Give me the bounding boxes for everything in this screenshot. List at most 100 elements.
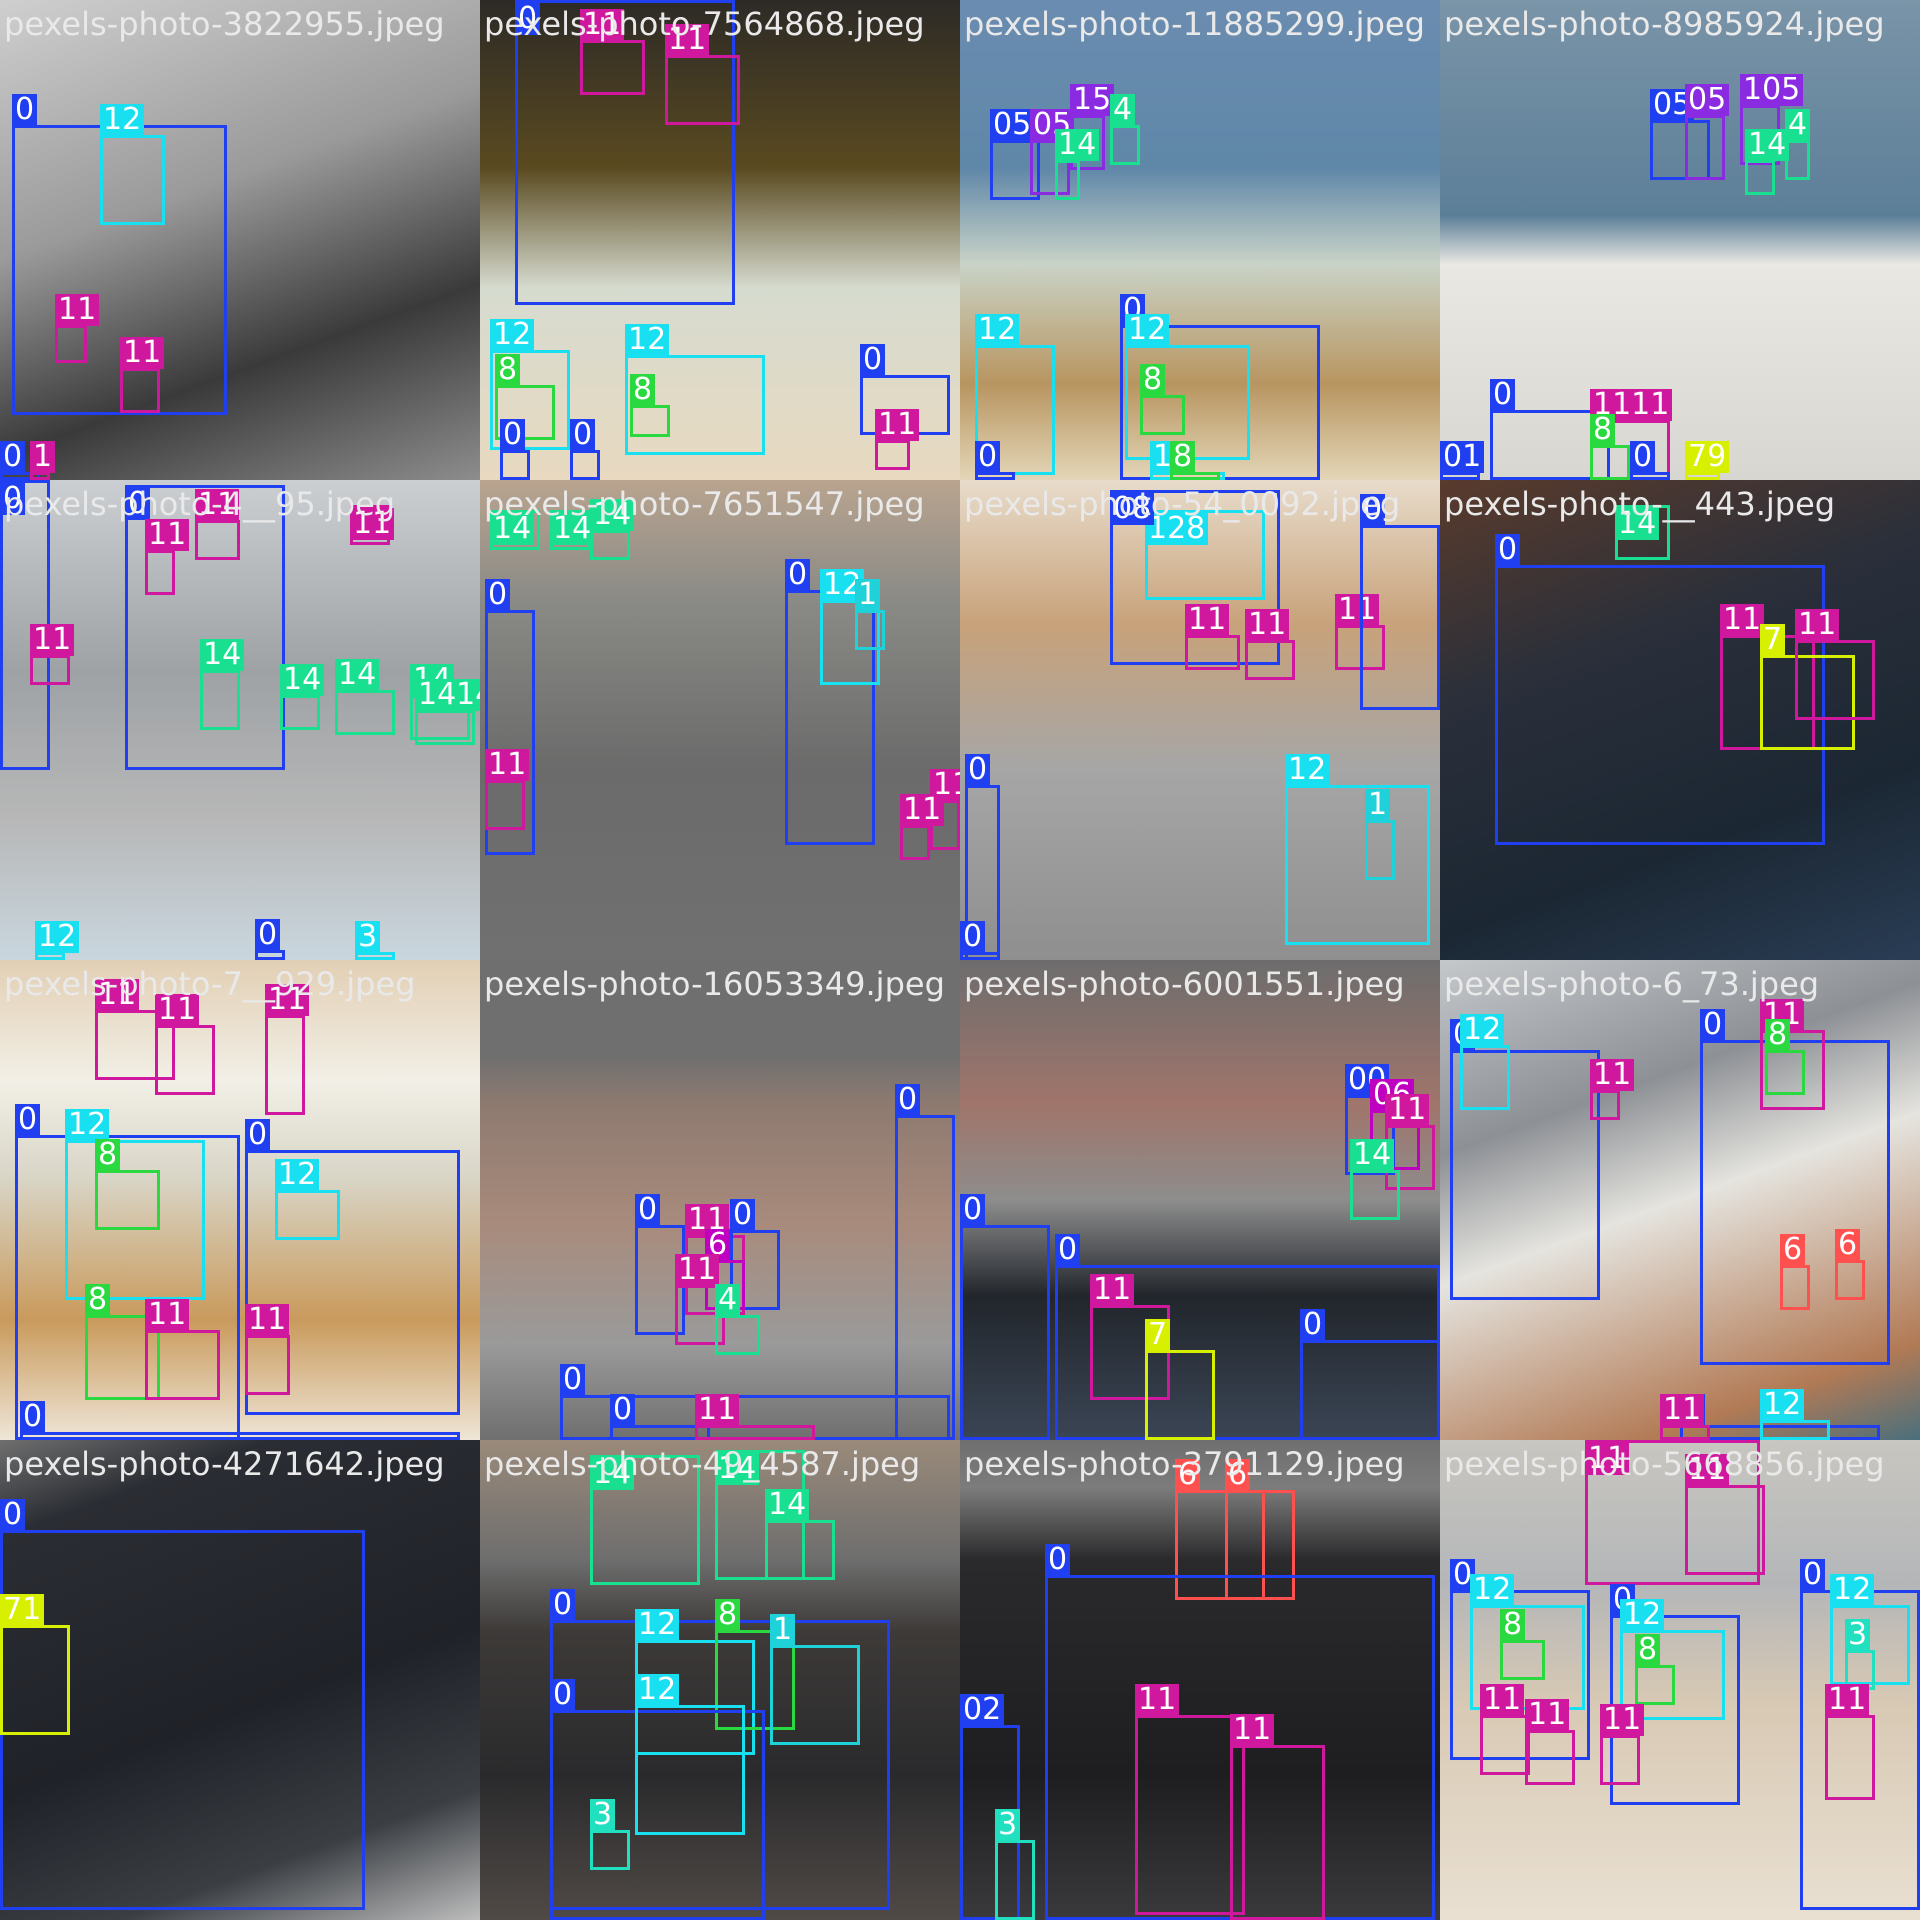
detection-label: 7 <box>1145 1319 1171 1351</box>
detection-box: 8 <box>630 374 670 437</box>
detection-label: 0 <box>965 754 991 786</box>
detection-box: 12 <box>1125 314 1250 460</box>
detection-label: 0 <box>730 1199 756 1231</box>
detection-box: 71 <box>0 1594 70 1735</box>
detection-label: 11 <box>245 1304 290 1336</box>
detection-label: 14 <box>590 499 635 531</box>
tile-filename: pexels-photo-4__95.jpeg <box>4 485 396 523</box>
detection-box: 11 <box>1480 1684 1530 1775</box>
detection-box: 12 <box>820 569 880 685</box>
detection-box: 11 <box>30 624 75 685</box>
detection-label: 12 <box>635 1609 680 1641</box>
tile-filename: pexels-photo-4271642.jpeg <box>4 1445 445 1483</box>
detection-box: 0 <box>1360 494 1440 710</box>
detection-label: 05 <box>990 109 1035 141</box>
detection-label: 11 <box>1385 1094 1430 1126</box>
detection-box: 14 <box>200 639 245 730</box>
detection-box: 0 <box>20 1401 460 1440</box>
detection-label: 1 <box>770 1614 796 1646</box>
detection-label: 11 <box>1825 1684 1870 1716</box>
detection-label: 11 <box>665 24 710 56</box>
detection-label: 11 <box>265 984 310 1016</box>
detection-label: 0 <box>0 483 26 515</box>
detection-label: 14 <box>1745 129 1790 161</box>
detection-label: 0 <box>895 1084 921 1116</box>
tile-photo <box>480 0 960 480</box>
detection-box: 0 <box>500 419 530 480</box>
mosaic-tile: pexels-photo-__443.jpeg 14 0 11 7 11 <box>1440 480 1920 960</box>
detection-label: 0 <box>1300 1309 1326 1341</box>
detection-box: 7 <box>1145 1319 1215 1440</box>
detection-label: 0 <box>860 344 886 376</box>
detection-box: 11 <box>1185 604 1240 670</box>
detection-label: 0 <box>550 1679 576 1711</box>
detection-label: 11 <box>1185 604 1230 636</box>
detection-box: 0 <box>0 441 40 480</box>
detection-box: 8 <box>1500 1609 1545 1680</box>
detection-label: 14 <box>765 1489 810 1521</box>
detection-label: 12 <box>635 1674 680 1706</box>
detection-label: 11 <box>580 9 625 41</box>
detection-label: 11 <box>195 489 240 521</box>
detection-label: 0 <box>515 3 541 35</box>
detection-label: 0 <box>255 919 281 951</box>
detection-label: 0 <box>1800 1559 1826 1591</box>
detection-label: 12 <box>100 104 145 136</box>
detection-box: 11 <box>1335 594 1385 670</box>
tile-photo <box>960 1440 1440 1920</box>
detection-box: 0 <box>895 1084 955 1440</box>
detection-label: 11 <box>1525 1699 1570 1731</box>
detection-label: 14 <box>550 513 595 545</box>
detection-box: 6 <box>1780 1234 1810 1310</box>
detection-box: 12 <box>275 1159 340 1240</box>
detection-label: 4 <box>1785 109 1811 141</box>
detection-label: 11 <box>1720 604 1765 636</box>
tile-photo <box>480 480 960 960</box>
detection-box: 14 <box>590 499 635 560</box>
detection-box: 11 <box>350 505 395 545</box>
detection-label: 11 <box>695 1394 740 1426</box>
detection-label: 12 <box>975 314 1020 346</box>
detection-box: 12 <box>35 921 80 960</box>
detection-box: 0 <box>245 1119 460 1415</box>
detection-label: 11 <box>485 749 530 781</box>
detection-label: 6 <box>1780 1234 1806 1266</box>
detection-box: 11 <box>1795 609 1875 720</box>
detection-label: 11 <box>1600 1704 1645 1736</box>
detection-box: 4 <box>715 1284 760 1355</box>
detection-label: 11 <box>350 508 395 540</box>
detection-box: 11 <box>120 337 165 413</box>
detection-label: 11 <box>1135 1684 1180 1716</box>
detection-box: 0 <box>1450 1559 1590 1760</box>
detection-label: 8 <box>495 354 521 386</box>
detection-label: 128 <box>1145 513 1209 545</box>
detection-box: 0 <box>515 0 735 305</box>
detection-box: 15 <box>1070 84 1115 170</box>
mosaic-tile: pexels-photo-8985924.jpeg 05 05 105 14 4 0 1111… <box>1440 0 1920 480</box>
detection-label: 0 <box>20 1401 46 1433</box>
detection-box: 0 <box>730 1199 780 1310</box>
detection-box: 1 <box>1365 789 1395 880</box>
detection-label: 0 <box>1490 379 1516 411</box>
detection-box: 12 <box>100 104 165 225</box>
detection-label: 0 <box>975 441 1001 473</box>
detection-label: 12 <box>490 319 535 351</box>
detection-box: 08 <box>1110 490 1280 665</box>
detection-box: 0 <box>125 485 285 770</box>
detection-label: 8 <box>1500 1609 1526 1641</box>
detection-label: 0 <box>1700 1009 1726 1041</box>
detection-box: 4 <box>1110 94 1140 165</box>
detection-box: 11 <box>665 24 740 125</box>
detection-label: 0 <box>1055 1234 1081 1266</box>
detection-box: 12 <box>1620 1599 1725 1720</box>
detection-label: 14 <box>1350 1139 1395 1171</box>
detection-box: 11 <box>1585 1440 1760 1585</box>
detection-box: 0 <box>975 441 1015 480</box>
detection-box: 12 <box>65 1109 205 1300</box>
tile-filename: pexels-photo-3791129.jpeg <box>964 1445 1405 1483</box>
detection-label: 11 <box>875 409 920 441</box>
detection-box: 12 <box>1460 1014 1510 1110</box>
detection-label: 11 <box>1230 1714 1275 1746</box>
